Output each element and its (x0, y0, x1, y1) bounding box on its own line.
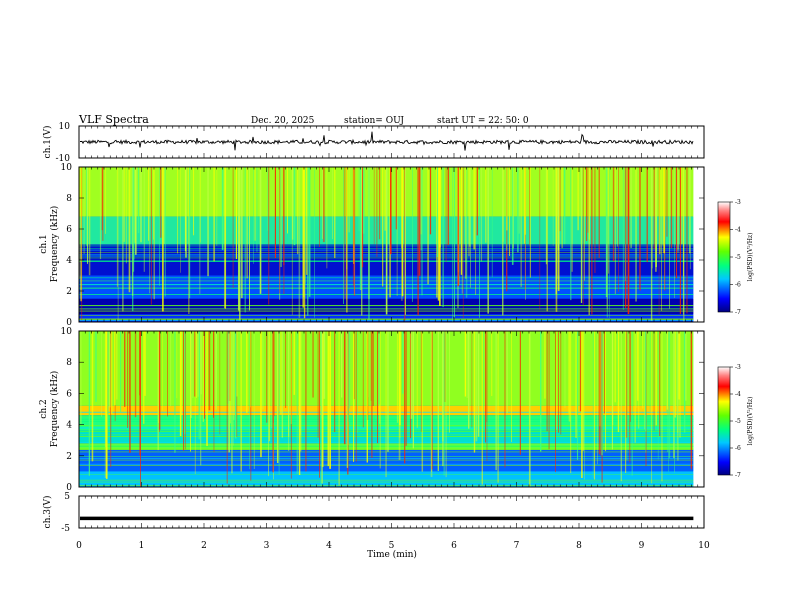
x-axis-tick-labels: 0 1 2 3 4 5 6 7 8 9 10 (76, 541, 710, 551)
ch1-spec-ylabel-channel: ch.1 (39, 234, 49, 253)
freq-tick-label: 2 (66, 452, 72, 462)
ch2-spectrogram-panel: 0 2 4 6 8 10 ch.2 Frequency (kHz) (39, 327, 705, 493)
ch1-waveform-trace (80, 131, 694, 151)
ch3-ylabel: ch.3(V) (42, 496, 53, 529)
colorbar-tick-label: -3 (735, 364, 741, 371)
colorbar-tick-label: -5 (735, 254, 741, 261)
freq-tick-label: 2 (66, 287, 72, 297)
ch1-spectrogram-panel: 0 2 4 6 8 10 ch.1 Frequency (kHz) (39, 163, 705, 328)
x-tick-label: 5 (389, 541, 395, 551)
freq-tick-label: 6 (66, 389, 72, 399)
ch1-spec-ylabel-freq: Frequency (kHz) (49, 206, 60, 283)
x-tick-label: 6 (451, 541, 457, 551)
x-axis-label: Time (min) (367, 549, 417, 560)
x-tick-label: 8 (576, 541, 582, 551)
ch2-spec-ylabel-channel: ch.2 (39, 399, 49, 418)
ch1-ytick-top: 10 (59, 122, 71, 132)
ch1-waveform-panel: 10 -10 ch.1(V) (42, 122, 705, 164)
ch1-colorbar: -3 -4 -5 -6 -7 log(PSD)(V²/Hz) (717, 199, 754, 316)
x-tick-label: 7 (514, 541, 520, 551)
colorbar-tick-label: -7 (735, 472, 741, 479)
x-tick-label: 1 (139, 541, 145, 551)
freq-tick-label: 0 (66, 483, 72, 493)
ch3-waveform-panel: 5 -5 ch.3(V) (42, 492, 705, 534)
figure-title: VLF Spectra (78, 113, 149, 126)
colorbar-tick-label: -6 (735, 282, 741, 289)
station-label: station= OUJ (344, 116, 404, 126)
freq-tick-label: 6 (66, 225, 72, 235)
freq-tick-label: 4 (66, 421, 72, 431)
colorbar-tick-label: -4 (735, 227, 741, 234)
ch1-colorbar-label: log(PSD)(V²/Hz) (747, 233, 754, 282)
x-tick-label: 10 (698, 541, 710, 551)
ch3-ytick-top: 5 (64, 492, 70, 502)
freq-tick-label: 4 (66, 256, 72, 266)
colorbar-tick-label: -7 (735, 309, 741, 316)
x-tick-label: 0 (76, 541, 82, 551)
colorbar-tick-label: -4 (735, 391, 741, 398)
ch2-colorbar-label: log(PSD)(V²/Hz) (747, 397, 754, 446)
x-tick-label: 9 (639, 541, 645, 551)
freq-tick-label: 10 (61, 327, 73, 337)
date-label: Dec. 20, 2025 (251, 116, 315, 126)
colorbar-tick-label: -6 (735, 445, 741, 452)
freq-tick-label: 0 (66, 318, 72, 328)
ch3-ytick-bottom: -5 (61, 524, 70, 534)
freq-tick-label: 8 (66, 194, 72, 204)
x-tick-label: 3 (264, 541, 270, 551)
ch1-ytick-bottom: -10 (56, 154, 71, 164)
ch2-spec-ylabel-freq: Frequency (kHz) (49, 371, 60, 448)
colorbar-tick-label: -3 (735, 199, 741, 206)
freq-tick-label: 10 (61, 163, 73, 173)
ch1-ylabel: ch.1(V) (42, 126, 53, 159)
ch2-colorbar: -3 -4 -5 -6 -7 log(PSD)(V²/Hz) (717, 364, 754, 479)
x-tick-label: 4 (326, 541, 332, 551)
freq-tick-label: 8 (66, 358, 72, 368)
x-tick-label: 2 (201, 541, 207, 551)
colorbar-tick-label: -5 (735, 418, 741, 425)
start-time-label: start UT = 22: 50: 0 (437, 116, 529, 126)
